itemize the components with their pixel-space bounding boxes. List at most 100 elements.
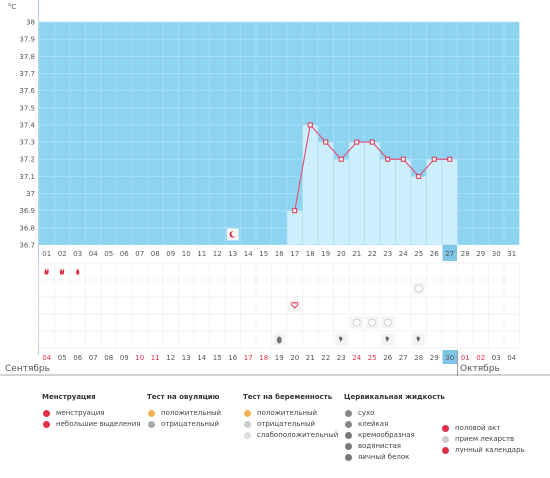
legend-group: Тест на овуляцию положительный отрицательн… [147, 393, 221, 430]
x-tick-label-bottom: 17 [244, 354, 253, 362]
legend-item: отрицательный [243, 419, 338, 430]
x-tick-label-top: 23 [383, 250, 392, 258]
sticky-icon [345, 421, 352, 428]
y-tick-label: 37.1 [19, 173, 35, 181]
eggwhite-icon [276, 336, 282, 344]
y-tick-label: 36.8 [19, 224, 35, 232]
x-tick-label-top: 16 [275, 250, 284, 258]
x-tick-label-bottom: 24 [352, 354, 361, 362]
legend-item-label: яичный белок [358, 453, 410, 461]
x-tick-label-top: 03 [73, 250, 82, 258]
legend-item: положительный [243, 408, 338, 419]
x-tick-label-top: 13 [228, 250, 237, 258]
x-tick-label-top: 14 [244, 250, 253, 258]
temperature-bar [286, 210, 303, 246]
legend: Менструация менструация небольшие выделени… [0, 393, 550, 478]
temperature-chart: °C 38 37.9 37.8 37.7 37.6 37.5 37.4 37.3 37.2 37.1… [0, 0, 550, 376]
x-tick-label-bottom: 06 [73, 354, 82, 362]
legend-item-label: сухо [358, 409, 375, 417]
legend-group: Менструация менструация небольшие выделени… [42, 393, 141, 430]
watery-icon [385, 336, 389, 343]
legend-item: клейкая [344, 419, 445, 430]
x-tick-label-bottom: 10 [135, 354, 144, 362]
legend-item-label: клейкая [358, 420, 389, 428]
temperature-point [369, 139, 375, 145]
x-tick-label-bottom: 21 [306, 354, 315, 362]
legend-item: прием лекарств [441, 434, 525, 445]
x-tick-label-bottom: 26 [383, 354, 392, 362]
legend-item: лунный календарь [441, 445, 525, 456]
legend-item: кремообразная [344, 430, 445, 441]
x-tick-label-top: 27 [445, 250, 454, 258]
y-tick-label: 37.8 [19, 53, 35, 61]
legend-group-title: Тест на овуляцию [147, 393, 220, 401]
month-label-october: Октябрь [460, 364, 500, 374]
x-tick-label-top: 24 [399, 250, 408, 258]
legend-item: сухо [344, 408, 445, 419]
x-tick-label-bottom: 25 [368, 354, 377, 362]
temperature-point [354, 139, 360, 145]
temperature-point [416, 173, 422, 179]
temperature-bar [395, 158, 412, 246]
x-tick-label-top: 09 [166, 250, 175, 258]
x-tick-label-top: 15 [259, 250, 268, 258]
x-tick-label-bottom: 28 [414, 354, 423, 362]
x-tick-label-top: 18 [306, 250, 315, 258]
x-tick-label-bottom: 07 [89, 354, 98, 362]
legend-item-label: небольшие выделения [56, 420, 141, 428]
legend-group-title: Менструация [42, 393, 96, 401]
temperature-bar [426, 158, 443, 246]
x-tick-label-bottom: 05 [58, 354, 67, 362]
legend-item-label: менструация [56, 409, 105, 417]
watery-icon [339, 336, 343, 343]
x-tick-label-top: 22 [368, 250, 377, 258]
pill-icon [383, 318, 392, 327]
x-tick-label-bottom: 12 [166, 354, 175, 362]
menstruation-icon [43, 410, 50, 417]
legend-group-title: Цервикальная жидкость [344, 393, 445, 401]
x-tick-label-bottom: 01 [461, 354, 470, 362]
spotting-icon [76, 268, 80, 275]
x-tick-label-bottom: 23 [337, 354, 346, 362]
legend-group-title [441, 408, 525, 418]
x-tick-label-top: 31 [507, 250, 516, 258]
pregnancy-weak-icon [244, 432, 251, 439]
legend-item-label: прием лекарств [455, 435, 515, 443]
creamy-icon [345, 432, 352, 439]
lunar-icon [442, 447, 449, 454]
legend-item-label: положительный [161, 409, 222, 417]
intercourse-icon [291, 302, 299, 309]
x-tick-label-bottom: 20 [290, 354, 299, 362]
x-tick-label-top: 12 [213, 250, 222, 258]
x-tick-label-top: 01 [42, 250, 51, 258]
temperature-point [338, 156, 344, 162]
temperature-point [431, 156, 437, 162]
x-tick-label-bottom: 09 [120, 354, 129, 362]
legend-item: небольшие выделения [42, 419, 141, 430]
y-tick-label: 37 [26, 190, 35, 198]
temperature-point [385, 156, 391, 162]
pill-icon [414, 284, 423, 293]
eggwhite-icon [345, 454, 352, 461]
legend-item: водянистая [344, 441, 445, 452]
legend-group: Тест на беременность положительный отрицат… [243, 393, 338, 441]
legend-item: менструация [42, 408, 141, 419]
x-tick-label-top: 17 [290, 250, 299, 258]
pill-icon [442, 436, 449, 443]
temperature-point [292, 208, 298, 214]
temperature-point [323, 139, 329, 145]
x-tick-label-top: 25 [414, 250, 423, 258]
unit-label: °C [8, 3, 17, 11]
x-tick-label-bottom: 30 [445, 354, 454, 362]
x-tick-label-bottom: 22 [321, 354, 330, 362]
x-tick-label-top: 02 [58, 250, 67, 258]
legend-item-label: половой акт [455, 424, 501, 432]
legend-item-label: слабоположительный [257, 431, 339, 439]
y-tick-label: 36.7 [19, 242, 35, 250]
temperature-bar [364, 141, 381, 246]
legend-item-label: водянистая [358, 442, 402, 450]
temperature-bar [441, 158, 458, 246]
x-tick-label-top: 20 [337, 250, 346, 258]
ovulation-negative-icon [148, 421, 155, 428]
temperature-bar [348, 141, 365, 246]
